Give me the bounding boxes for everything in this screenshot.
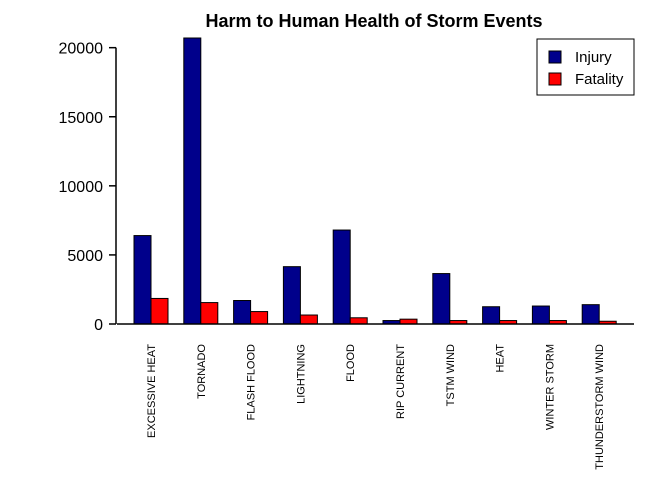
y-tick-label: 10000 xyxy=(59,179,104,196)
legend-label-injury: Injury xyxy=(575,49,612,66)
bars xyxy=(133,37,617,325)
bar-fatality-lightning xyxy=(299,314,318,325)
bar-injury-tstm-wind xyxy=(432,273,451,325)
y-tick-label: 20000 xyxy=(59,41,104,58)
legend-swatch-fatality xyxy=(548,72,562,86)
bar-injury-flood xyxy=(332,229,351,325)
legend-box xyxy=(536,38,635,96)
bar-injury-flash-flood xyxy=(233,300,252,325)
bar-fatality-tornado xyxy=(200,302,219,325)
x-tick-label: RIP CURRENT xyxy=(395,344,407,419)
y-tick-label: 15000 xyxy=(59,110,104,127)
y-tick-label: 0 xyxy=(94,317,103,334)
bar-injury-heat xyxy=(482,306,501,325)
bar-fatality-flood xyxy=(349,317,368,325)
x-axis-labels: EXCESSIVE HEAT TORNADO FLASH FLOOD LIGHTNIN… xyxy=(146,344,606,470)
legend-label-fatality: Fatality xyxy=(575,71,624,88)
legend-swatch-injury xyxy=(548,50,562,64)
x-tick-label: WINTER STORM xyxy=(544,344,556,430)
chart-title: Harm to Human Health of Storm Events xyxy=(205,11,542,31)
x-tick-label: HEAT xyxy=(495,344,507,373)
bar-fatality-excessive-heat xyxy=(150,297,169,325)
x-tick-label: LIGHTNING xyxy=(295,344,307,404)
x-tick-label: TORNADO xyxy=(196,344,208,399)
bar-fatality-flash-flood xyxy=(250,311,269,325)
bar-injury-winter-storm xyxy=(531,305,550,325)
y-tick-label: 5000 xyxy=(67,248,103,265)
x-tick-label: FLOOD xyxy=(345,344,357,382)
x-tick-label: FLASH FLOOD xyxy=(246,344,258,420)
x-tick-label: THUNDERSTORM WIND xyxy=(594,344,606,470)
bar-injury-thunderstorm-wind xyxy=(581,304,600,325)
bar-injury-lightning xyxy=(282,266,301,325)
bar-injury-excessive-heat xyxy=(133,235,152,325)
y-axis: 0 5000 10000 15000 20000 xyxy=(59,41,117,334)
x-tick-label: EXCESSIVE HEAT xyxy=(146,344,158,438)
legend: Injury Fatality xyxy=(536,38,635,96)
x-tick-label: TSTM WIND xyxy=(445,344,457,406)
bar-injury-tornado xyxy=(183,37,202,325)
